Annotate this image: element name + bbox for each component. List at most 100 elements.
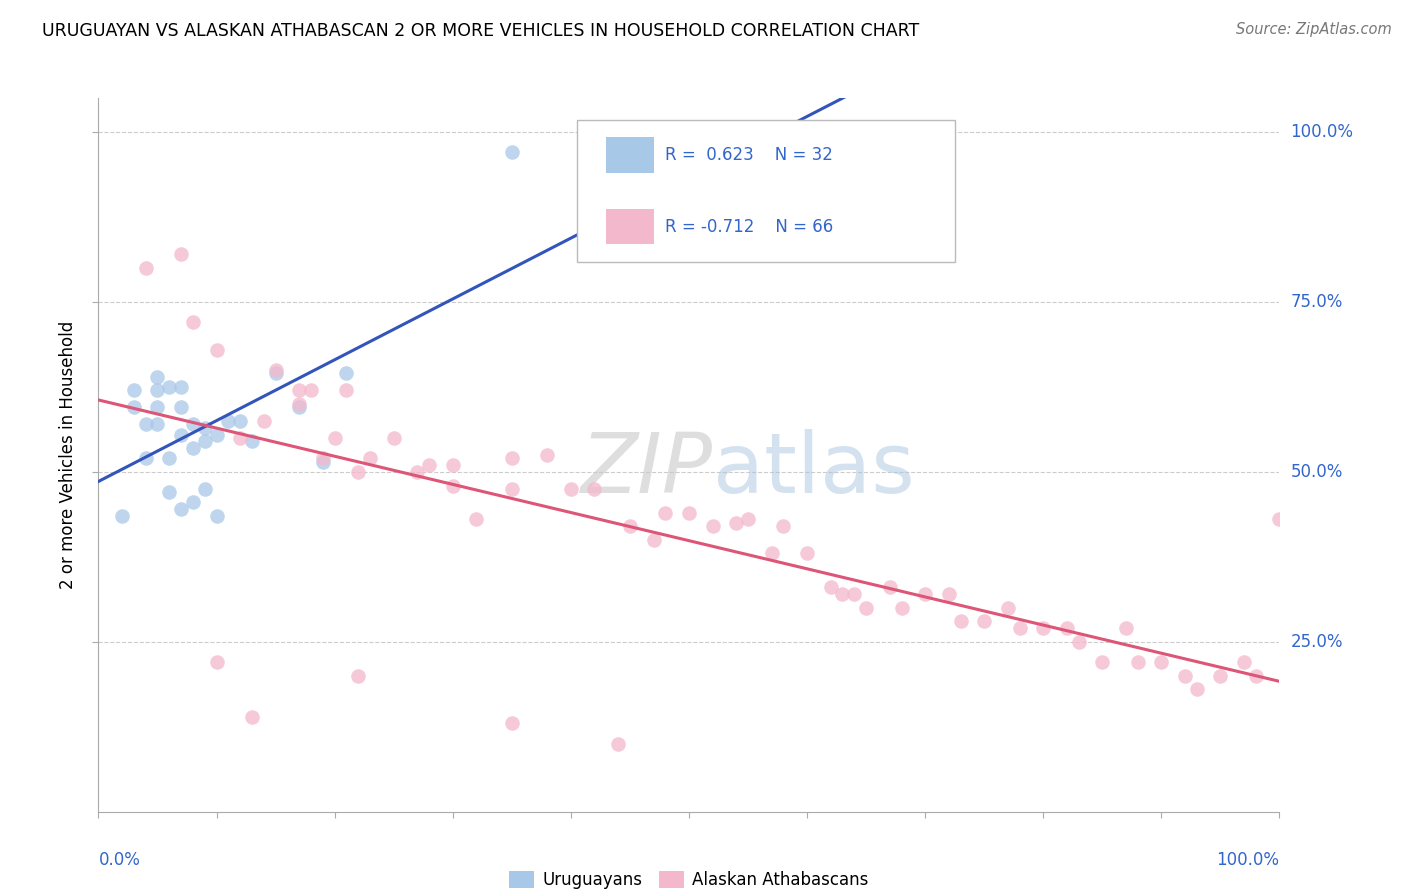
Point xyxy=(205,509,228,524)
Point xyxy=(253,414,276,428)
Point xyxy=(1126,655,1149,669)
Point xyxy=(418,458,440,472)
Point xyxy=(157,380,180,394)
Point xyxy=(560,482,582,496)
Point xyxy=(170,401,193,415)
Point xyxy=(264,363,287,377)
Point xyxy=(643,533,665,547)
Point xyxy=(654,506,676,520)
Point xyxy=(157,485,180,500)
Point xyxy=(1032,621,1054,635)
Point xyxy=(335,367,357,381)
Point xyxy=(831,587,853,601)
Point xyxy=(1233,655,1256,669)
Text: 75.0%: 75.0% xyxy=(1291,293,1343,311)
Text: atlas: atlas xyxy=(713,429,914,509)
Point xyxy=(725,516,748,530)
Point xyxy=(146,384,169,398)
Text: 0.0%: 0.0% xyxy=(98,851,141,869)
Point xyxy=(1115,621,1137,635)
Point xyxy=(205,655,228,669)
Point xyxy=(194,482,217,496)
Point xyxy=(1008,621,1031,635)
Text: URUGUAYAN VS ALASKAN ATHABASCAN 2 OR MORE VEHICLES IN HOUSEHOLD CORRELATION CHAR: URUGUAYAN VS ALASKAN ATHABASCAN 2 OR MOR… xyxy=(42,22,920,40)
Point xyxy=(146,417,169,432)
Point xyxy=(1268,512,1291,526)
Point xyxy=(111,509,134,524)
Point xyxy=(1185,682,1208,697)
Point xyxy=(299,384,322,398)
Text: 100.0%: 100.0% xyxy=(1291,123,1354,141)
Point xyxy=(170,427,193,442)
Point xyxy=(335,384,357,398)
Point xyxy=(146,369,169,384)
Point xyxy=(229,431,252,445)
Point xyxy=(170,380,193,394)
Point xyxy=(194,434,217,449)
Point xyxy=(1067,635,1090,649)
Point xyxy=(997,600,1019,615)
Point xyxy=(1244,669,1267,683)
Point xyxy=(855,600,877,615)
Point xyxy=(1209,669,1232,683)
Point xyxy=(938,587,960,601)
Point xyxy=(949,615,972,629)
FancyBboxPatch shape xyxy=(576,120,955,262)
Point xyxy=(181,495,204,509)
Legend: Uruguayans, Alaskan Athabascans: Uruguayans, Alaskan Athabascans xyxy=(502,864,876,892)
Point xyxy=(288,384,311,398)
Point xyxy=(820,581,842,595)
Point xyxy=(135,451,157,466)
Point xyxy=(312,451,335,466)
Point xyxy=(583,482,606,496)
Text: R = -0.712    N = 66: R = -0.712 N = 66 xyxy=(665,218,834,235)
Text: 50.0%: 50.0% xyxy=(1291,463,1343,481)
Point xyxy=(761,546,783,560)
Point xyxy=(229,414,252,428)
Point xyxy=(170,502,193,516)
Point xyxy=(323,431,346,445)
Point xyxy=(359,451,381,466)
Point xyxy=(501,145,523,160)
Point xyxy=(441,458,464,472)
Point xyxy=(194,421,217,435)
Text: R =  0.623    N = 32: R = 0.623 N = 32 xyxy=(665,146,834,164)
Point xyxy=(240,709,263,723)
Point xyxy=(157,451,180,466)
Point xyxy=(501,716,523,731)
Point xyxy=(844,587,866,601)
Point xyxy=(347,669,370,683)
Point xyxy=(1091,655,1114,669)
Text: 25.0%: 25.0% xyxy=(1291,632,1343,651)
Point xyxy=(347,465,370,479)
FancyBboxPatch shape xyxy=(606,137,654,173)
Point xyxy=(702,519,724,533)
Point xyxy=(536,448,558,462)
Point xyxy=(264,367,287,381)
Point xyxy=(288,397,311,411)
Point xyxy=(678,506,700,520)
Point xyxy=(1150,655,1173,669)
Point xyxy=(135,260,157,275)
Point xyxy=(501,451,523,466)
Point xyxy=(122,384,145,398)
Point xyxy=(217,414,239,428)
Point xyxy=(737,512,759,526)
Point xyxy=(501,482,523,496)
Text: Source: ZipAtlas.com: Source: ZipAtlas.com xyxy=(1236,22,1392,37)
Point xyxy=(382,431,405,445)
Point xyxy=(772,519,794,533)
Point xyxy=(288,401,311,415)
Point xyxy=(181,441,204,455)
Point xyxy=(796,546,818,560)
Point xyxy=(312,455,335,469)
Point xyxy=(1056,621,1078,635)
Point xyxy=(240,434,263,449)
Point xyxy=(879,581,901,595)
Point xyxy=(465,512,488,526)
Point xyxy=(135,417,157,432)
Point xyxy=(122,401,145,415)
Point xyxy=(619,519,641,533)
Point xyxy=(205,343,228,357)
Y-axis label: 2 or more Vehicles in Household: 2 or more Vehicles in Household xyxy=(59,321,77,589)
